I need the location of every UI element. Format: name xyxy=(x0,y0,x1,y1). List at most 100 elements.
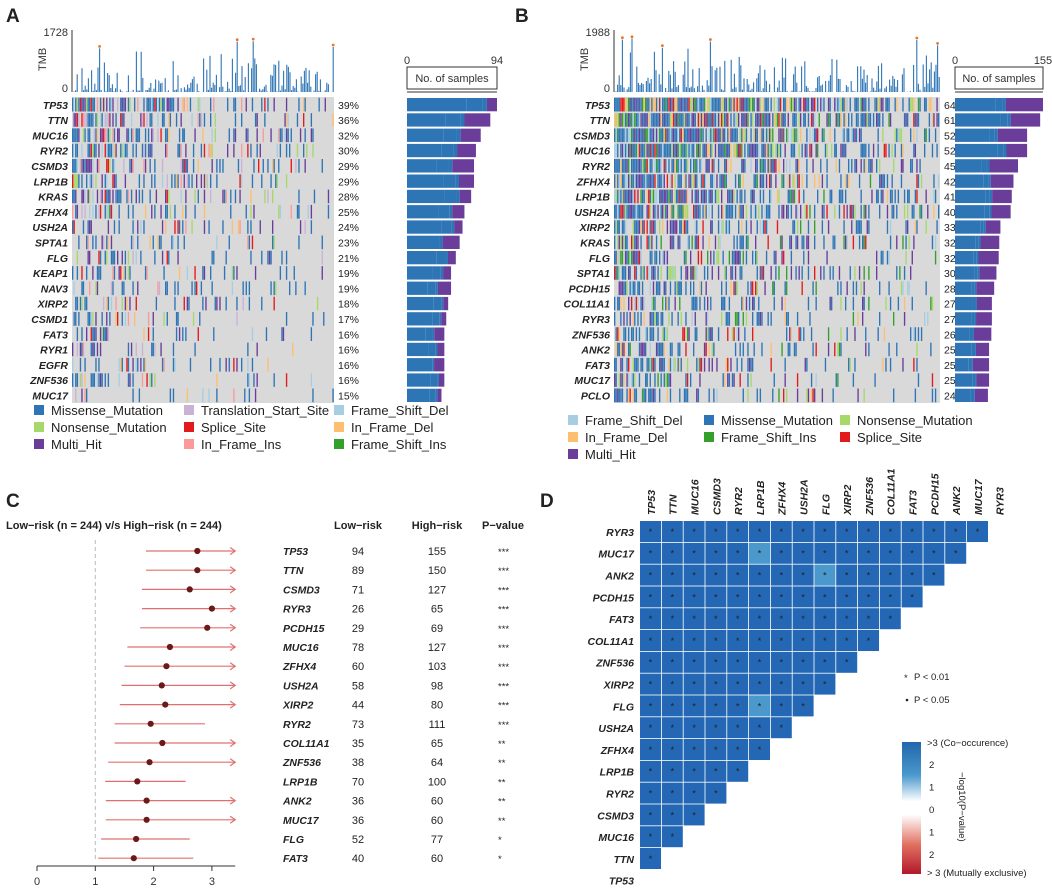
sample-count-bar xyxy=(984,205,990,219)
sample-count-bar xyxy=(443,296,449,311)
gene-label: MUC17 xyxy=(574,375,611,387)
significance-marker: * xyxy=(714,549,718,560)
mutation-cells-fat3 xyxy=(101,327,103,341)
mutation-cells-ryr1 xyxy=(82,342,85,357)
forest-gene-label: FAT3 xyxy=(283,853,308,865)
tmb-peak-marker xyxy=(98,44,101,48)
low-risk-count: 40 xyxy=(352,853,364,865)
sample-count-bar xyxy=(955,281,972,295)
heatmap-cell xyxy=(770,564,792,586)
ci-arrow xyxy=(229,643,237,651)
sample-count-bar xyxy=(972,296,976,311)
significance-marker: * xyxy=(910,592,914,603)
sample-count-bar xyxy=(989,159,1019,173)
sample-axis-title: No. of samples xyxy=(962,73,1036,85)
significance-marker: * xyxy=(670,680,674,691)
mutation-cells-col11a1 xyxy=(629,296,653,311)
forest-gene-label: CSMD3 xyxy=(283,584,320,596)
significance-marker: * xyxy=(736,636,740,647)
significance-marker: * xyxy=(801,592,805,603)
significance-marker: * xyxy=(779,571,783,582)
heatmap-row-label: ZNF536 xyxy=(595,658,634,670)
sample-count-bar xyxy=(971,281,975,295)
gene-label: CSMD1 xyxy=(31,314,68,326)
significance-marker: * xyxy=(692,810,696,821)
sample-count-bar xyxy=(955,358,969,372)
significance-marker: * xyxy=(649,701,653,712)
sample-count-bar xyxy=(407,143,442,158)
sample-count-bar xyxy=(407,235,431,249)
sample-count-bar xyxy=(955,251,974,265)
percent-label: 28% xyxy=(338,192,359,204)
heatmap-cell xyxy=(640,804,661,826)
significance-marker: * xyxy=(758,658,762,669)
legend-label: Nonsense_Mutation xyxy=(857,413,973,428)
significance-marker: * xyxy=(736,549,740,560)
sample-count-bar xyxy=(448,159,453,173)
sample-count-bar xyxy=(971,342,975,357)
mutation-cells-tp53 xyxy=(620,97,816,112)
significance-marker: * xyxy=(736,680,740,691)
heatmap-cell xyxy=(945,542,967,564)
sample-count-bar xyxy=(975,373,977,387)
heatmap-cell xyxy=(661,695,683,717)
heatmap-cell xyxy=(661,826,683,848)
legend-swatch xyxy=(568,432,578,442)
mutation-cells-fat3 xyxy=(672,357,675,372)
sample-count-bar xyxy=(437,388,442,402)
mutation-cells-spta1 xyxy=(101,235,113,250)
heatmap-cell xyxy=(836,608,858,630)
significance-marker: * xyxy=(649,592,653,603)
mutation-cells-muc17 xyxy=(614,373,786,387)
gene-label: EGFR xyxy=(39,360,69,372)
percent-label: 16% xyxy=(338,360,359,372)
odds-ratio-point xyxy=(162,701,169,708)
gene-label: MUC17 xyxy=(32,391,69,403)
significance-marker: * xyxy=(758,680,762,691)
gene-label: LRP1B xyxy=(576,192,611,204)
heatmap-cell xyxy=(792,673,814,695)
sample-count-bar xyxy=(459,189,472,204)
percent-label: 25% xyxy=(338,207,359,219)
heatmap-cell xyxy=(792,542,814,564)
heatmap-cell xyxy=(749,586,770,608)
legend-label: Missense_Mutation xyxy=(721,413,833,428)
p-value-stars: *** xyxy=(498,720,509,731)
sample-count-bar xyxy=(458,174,475,188)
sample-count-bar xyxy=(997,128,1028,142)
sample-count-bar xyxy=(1006,143,1028,158)
p-value-stars: *** xyxy=(498,662,509,673)
sample-count-bar xyxy=(425,358,433,372)
heatmap-cell xyxy=(683,782,705,804)
significance-marker: * xyxy=(649,745,653,756)
mutation-matrix-background xyxy=(72,97,334,403)
heatmap-cell xyxy=(705,651,727,673)
heatmap-cell xyxy=(705,760,727,782)
low-risk-count: 70 xyxy=(352,776,364,788)
sample-count-bar xyxy=(979,266,997,280)
gene-label: FAT3 xyxy=(43,329,68,341)
p-value-stars: *** xyxy=(498,701,509,712)
heatmap-cell xyxy=(640,542,661,564)
significance-marker: * xyxy=(779,592,783,603)
significance-marker: * xyxy=(736,723,740,734)
sample-count-bar xyxy=(464,113,491,127)
sample-count-bar xyxy=(994,128,998,142)
sample-count-bar xyxy=(955,388,971,402)
sample-count-bar xyxy=(441,296,444,311)
tmb-max-label: 1728 xyxy=(44,27,68,39)
heatmap-cell xyxy=(749,739,770,760)
sample-count-bar xyxy=(407,174,444,188)
sample-count-bar xyxy=(976,373,990,387)
significance-marker: * xyxy=(692,789,696,800)
sample-count-bar xyxy=(407,189,445,204)
heatmap-cell xyxy=(640,630,661,651)
significance-marker: * xyxy=(649,832,653,843)
heatmap-col-label: ZNF536 xyxy=(864,477,876,516)
mutation-cells-ttn xyxy=(632,113,816,127)
sample-count-bar xyxy=(970,388,974,402)
heatmap-cell xyxy=(792,586,814,608)
forest-gene-label: XIRP2 xyxy=(282,700,314,712)
sample-count-bar xyxy=(971,358,973,372)
heatmap-cell xyxy=(836,630,858,651)
